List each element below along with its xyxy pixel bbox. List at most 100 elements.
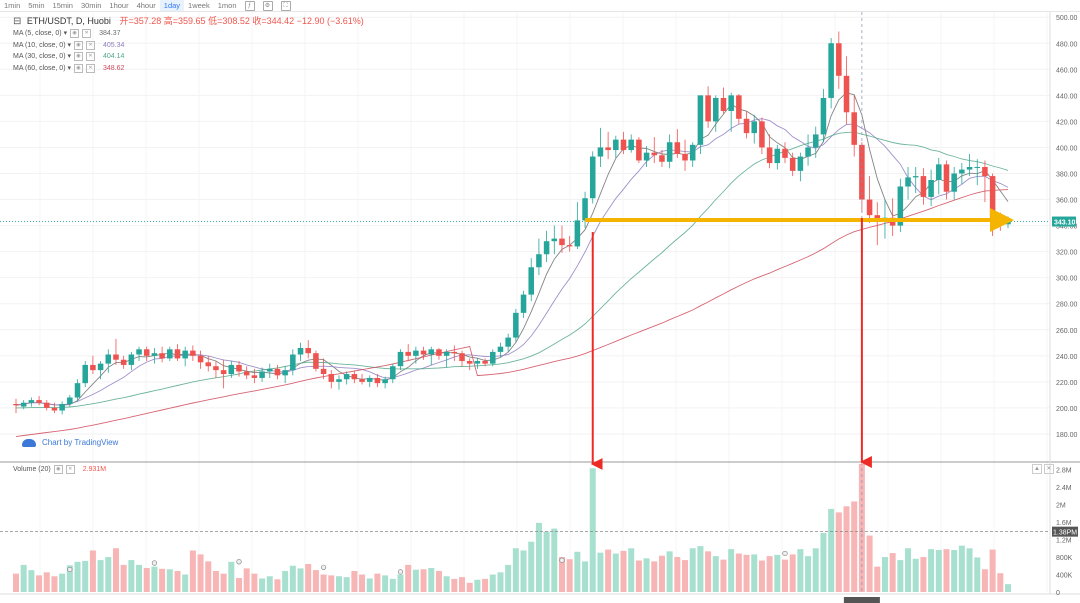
candle-body	[782, 148, 788, 158]
volume-bar	[136, 564, 143, 592]
volume-tick-label: 400K	[1056, 573, 1073, 580]
candle-body	[682, 153, 688, 161]
indicator-icon[interactable]: ƒ	[244, 0, 255, 11]
visibility-icon[interactable]: ◉	[53, 465, 63, 474]
volume-bar	[420, 569, 427, 592]
close-icon[interactable]: ✕	[85, 52, 95, 62]
timeframe-1week[interactable]: 1week	[188, 1, 210, 10]
pane-up-icon[interactable]: ▲	[1032, 464, 1042, 474]
volume-bar	[889, 553, 896, 592]
ma-value: 348.62	[102, 64, 125, 72]
candle-body	[120, 359, 127, 365]
high-label: 高=	[163, 16, 179, 26]
candle-body	[420, 350, 427, 355]
candle-body	[143, 349, 150, 356]
ma-legend-row: MA (60, close, 0) ▾ ◉ ✕ 348.62	[13, 63, 364, 75]
close-icon[interactable]: ✕	[65, 465, 75, 474]
visibility-icon[interactable]: ◉	[73, 40, 83, 50]
timeframe-1mon[interactable]: 1mon	[217, 1, 237, 10]
close-icon[interactable]: ✕	[82, 29, 92, 39]
price-tick-label: 300.00	[1056, 276, 1078, 283]
candle-body	[428, 349, 435, 355]
timeframe-4hour[interactable]: 4hour	[136, 1, 156, 10]
volume-bar	[551, 528, 558, 592]
volume-tick-label: 0	[1056, 590, 1060, 597]
volume-bar	[166, 569, 173, 592]
price-tick-label: 320.00	[1056, 250, 1078, 257]
candle-body	[651, 152, 658, 156]
change-value: −12.90 (−3.61%)	[296, 16, 364, 26]
visibility-icon[interactable]: ◉	[70, 29, 80, 39]
volume-bar	[766, 556, 773, 592]
timeframe-15min[interactable]: 15min	[52, 1, 73, 10]
fullscreen-icon[interactable]: ⛶	[280, 0, 291, 11]
volume-value: 2.931M	[82, 466, 107, 473]
volume-bar	[951, 550, 958, 592]
timeframe-30min[interactable]: 30min	[80, 1, 102, 10]
volume-marker	[782, 550, 788, 557]
volume-bar	[789, 554, 796, 592]
timeframe-5min[interactable]: 5min	[28, 1, 45, 10]
volume-marker	[67, 566, 73, 573]
volume-bar	[105, 557, 112, 592]
candle-body	[551, 238, 558, 242]
close-icon[interactable]: ✕	[85, 63, 95, 73]
visibility-icon[interactable]: ◉	[73, 63, 83, 73]
candle-body	[390, 366, 396, 380]
last-price-tag: 343.10	[1052, 216, 1076, 227]
candle-body	[536, 254, 542, 268]
volume-bar	[505, 564, 512, 592]
tradingview-credit[interactable]: Chart by TradingView	[22, 438, 118, 447]
candle-body	[305, 348, 311, 354]
volume-bar	[697, 546, 704, 592]
candle-body	[182, 350, 188, 359]
candle-body	[343, 374, 350, 380]
candle-body	[605, 147, 611, 151]
candle-body	[159, 353, 165, 359]
volume-bar	[974, 557, 981, 592]
timeframe-1min[interactable]: 1min	[4, 1, 21, 10]
settings-icon[interactable]: ⚙	[262, 0, 273, 11]
price-tick-label: 220.00	[1056, 380, 1078, 387]
candle-body	[43, 402, 50, 408]
ma-legend-row: MA (30, close, 0) ▾ ◉ ✕ 404.14	[13, 51, 364, 63]
volume-bar	[512, 548, 519, 592]
volume-bar	[97, 560, 104, 592]
price-tick-label: 480.00	[1056, 41, 1078, 48]
candle-body	[666, 142, 673, 162]
volume-bar	[212, 571, 219, 592]
candle-body	[20, 402, 27, 407]
candle-body	[105, 354, 112, 364]
candle-body	[505, 337, 511, 347]
candle-body	[713, 97, 719, 122]
candle-body	[359, 379, 365, 382]
timeframe-1hour[interactable]: 1hour	[109, 1, 129, 10]
candle-body	[705, 95, 711, 122]
volume-bar	[912, 558, 919, 592]
volume-bar	[112, 548, 119, 592]
volume-tag: 1.38PM	[1052, 526, 1078, 537]
candle-body	[989, 176, 996, 221]
candle-body	[136, 349, 142, 355]
candle-body	[797, 156, 804, 171]
volume-bar	[359, 574, 366, 592]
volume-bar	[13, 573, 19, 592]
close-icon[interactable]: ✕	[85, 40, 95, 50]
price-tick-label: 180.00	[1056, 432, 1078, 439]
pane-close-icon[interactable]: ✕	[1044, 464, 1054, 474]
candle-body	[51, 407, 58, 411]
visibility-icon[interactable]: ◉	[73, 52, 83, 62]
volume-bar	[266, 576, 273, 592]
volume-bar	[558, 557, 565, 592]
collapse-icon[interactable]: ⊟	[13, 16, 22, 27]
ma-legend-row: MA (10, close, 0) ▾ ◉ ✕ 405.34	[13, 40, 364, 52]
open-label: 开=	[119, 16, 134, 26]
volume-bar	[297, 568, 304, 592]
volume-bar	[59, 573, 66, 592]
volume-bar	[189, 550, 196, 592]
candle-body	[513, 312, 519, 338]
timeframe-1day[interactable]: 1day	[159, 0, 185, 11]
volume-marker	[236, 559, 242, 565]
last-price-tag-bg	[1052, 216, 1076, 227]
